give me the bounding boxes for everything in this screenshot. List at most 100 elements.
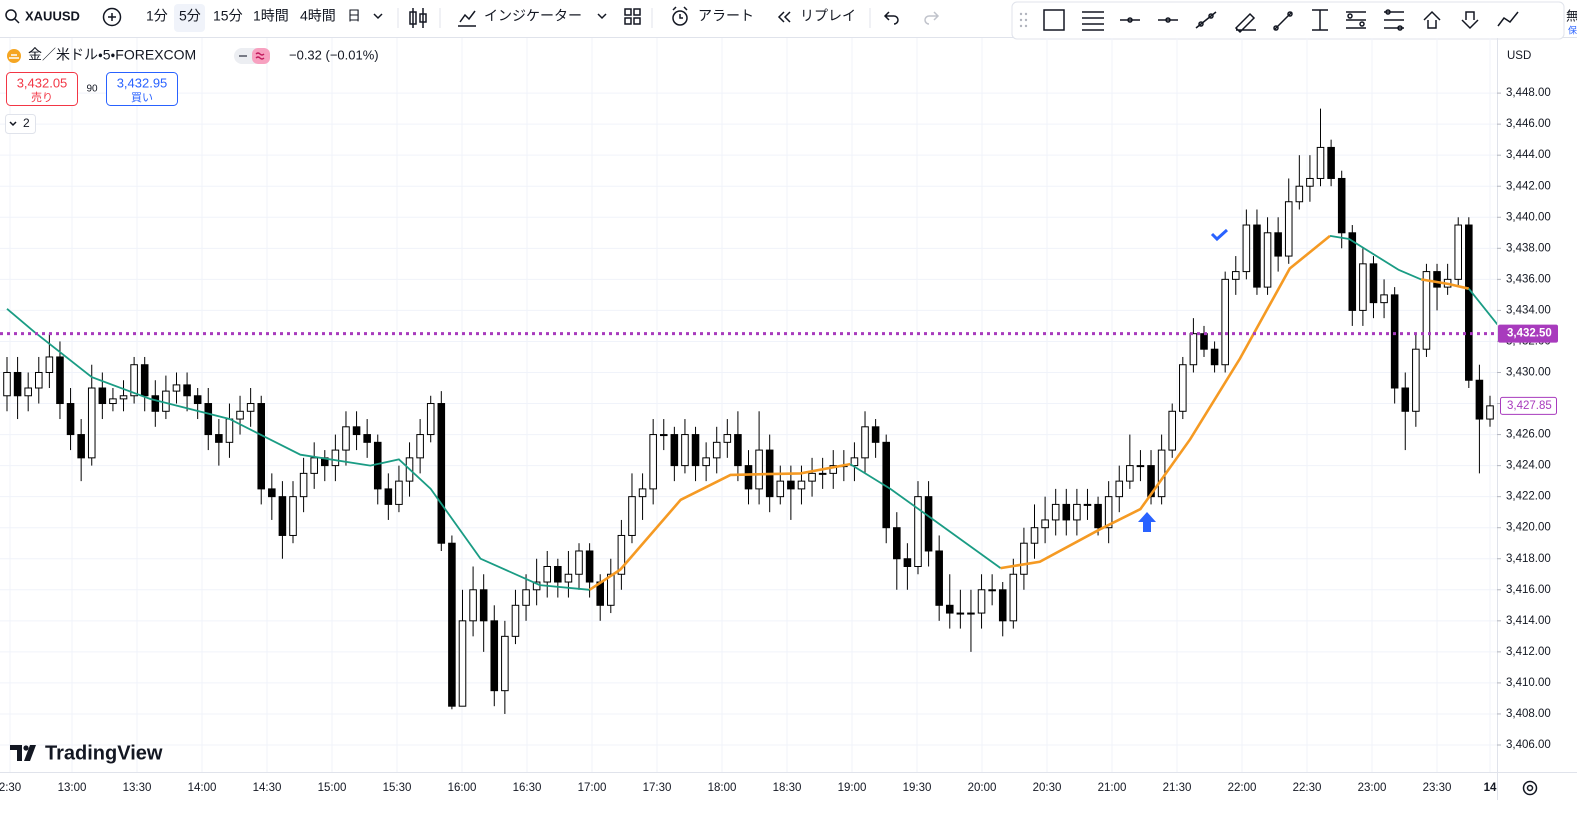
candle-body xyxy=(575,550,583,575)
layout-button[interactable] xyxy=(624,8,641,25)
candle-body xyxy=(98,387,107,405)
x-tick-label: 2:30 xyxy=(0,782,21,794)
candle-body xyxy=(1274,232,1282,257)
candle-body xyxy=(712,441,721,459)
candle-body xyxy=(448,542,456,707)
candle-body xyxy=(1136,465,1145,468)
sell-button[interactable] xyxy=(6,72,78,106)
candle-body xyxy=(734,434,742,467)
y-tick-label: 3,446.00 xyxy=(1506,118,1551,130)
candle-body xyxy=(861,426,869,459)
candle-body xyxy=(1316,146,1325,179)
candle-body xyxy=(77,434,85,459)
candle-body xyxy=(268,488,276,498)
interval[interactable]: 4時間 xyxy=(300,8,336,24)
candle-body xyxy=(1359,263,1367,311)
candle-body xyxy=(1369,263,1378,304)
y-tick-label: 3,416.00 xyxy=(1506,584,1551,596)
moving-average xyxy=(6,308,590,591)
x-tick-label: 14:00 xyxy=(188,782,217,794)
y-tick-label: 3,418.00 xyxy=(1506,553,1551,565)
candle-body xyxy=(225,418,234,443)
symbol-icon xyxy=(9,54,19,59)
interval-menu[interactable] xyxy=(373,13,383,20)
candle-body xyxy=(945,604,954,614)
interval[interactable]: 1時間 xyxy=(253,8,289,24)
interval[interactable]: 15分 xyxy=(213,8,243,24)
candle-body xyxy=(1115,480,1124,498)
candle-body xyxy=(1475,379,1484,420)
candle-body xyxy=(977,589,986,614)
candle-body xyxy=(1157,449,1166,498)
y-tick-label: 3,422.00 xyxy=(1506,491,1551,503)
undo[interactable] xyxy=(883,11,899,25)
x-tick-label: 21:00 xyxy=(1098,782,1127,794)
candle-body xyxy=(140,364,149,397)
right-edge-text: 無 xyxy=(1566,8,1577,23)
buy-button[interactable] xyxy=(106,72,178,106)
moving-average xyxy=(849,463,1002,569)
currency: USD xyxy=(1507,50,1531,62)
candle-body xyxy=(363,434,371,443)
candle-body xyxy=(967,612,975,615)
indicators-button[interactable]: インジケーター xyxy=(458,8,607,27)
candle-body xyxy=(373,441,382,490)
candle-body xyxy=(45,356,54,373)
candle-body xyxy=(1433,271,1441,288)
candle-body xyxy=(1094,503,1102,529)
candle-body xyxy=(924,496,933,552)
candle-body xyxy=(109,398,117,405)
currency-box[interactable] xyxy=(1502,46,1538,66)
candle-body xyxy=(988,589,996,592)
status-icon xyxy=(255,52,265,60)
candle-body xyxy=(501,635,509,692)
y-tick-label: 3,406.00 xyxy=(1506,739,1551,751)
chart-type[interactable] xyxy=(409,8,427,28)
add-symbol[interactable] xyxy=(102,7,122,27)
candle-body xyxy=(278,496,287,536)
alert-button[interactable]: アラート xyxy=(672,6,754,26)
moving-average xyxy=(1329,235,1422,281)
candle-body xyxy=(659,434,668,437)
candle-body xyxy=(3,371,11,397)
candle-body xyxy=(299,472,308,498)
x-tick-label: 19:00 xyxy=(838,782,867,794)
search-icon xyxy=(5,9,17,21)
right-edge-text: 保 xyxy=(1568,24,1577,35)
candle-body xyxy=(850,457,859,467)
y-tick-label: 3,434.00 xyxy=(1506,304,1551,316)
candle-body xyxy=(1327,146,1335,179)
candle-body xyxy=(797,480,806,490)
buy-price: 3,432.95 xyxy=(117,75,168,90)
candle-body xyxy=(1221,278,1229,366)
candle-body xyxy=(1126,465,1134,482)
candle-body xyxy=(204,403,213,436)
logo-icon xyxy=(23,745,29,751)
candle-body xyxy=(172,384,181,392)
interval[interactable]: 1分 xyxy=(146,8,168,24)
settings-button[interactable] xyxy=(1522,780,1538,796)
replay-button[interactable]: リプレイ xyxy=(777,8,856,24)
candle-body xyxy=(522,589,530,606)
candle-body xyxy=(787,480,795,490)
y-tick-label: 3,438.00 xyxy=(1506,242,1551,254)
interval[interactable]: 5分 xyxy=(179,8,201,24)
candle-body xyxy=(384,488,393,505)
redo[interactable] xyxy=(924,11,940,25)
arrow-marker xyxy=(1138,512,1156,532)
spread: 90 xyxy=(86,84,98,95)
collapse-button[interactable] xyxy=(5,114,36,134)
x-tick-label: 22:30 xyxy=(1293,782,1322,794)
candle-body xyxy=(151,395,160,412)
check-marker xyxy=(1210,228,1229,242)
candle-body xyxy=(87,387,96,459)
candle-body xyxy=(34,371,43,389)
candle-body xyxy=(1465,224,1473,381)
drawing-tools[interactable] xyxy=(1043,9,1519,34)
candle-body xyxy=(24,387,32,397)
interval[interactable]: 日 xyxy=(347,8,361,24)
x-tick-label: 18:00 xyxy=(708,782,737,794)
x-tick-label: 14 xyxy=(1484,782,1497,794)
search-button[interactable]: XAUUSD xyxy=(5,8,80,24)
